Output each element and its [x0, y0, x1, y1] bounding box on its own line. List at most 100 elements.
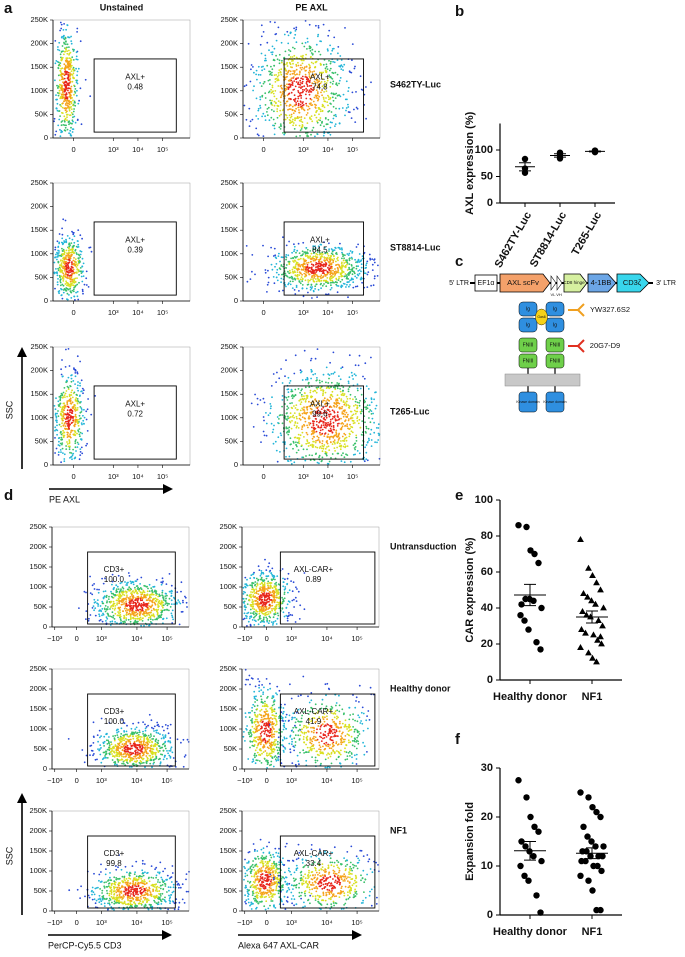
event-dot [330, 270, 332, 273]
event-dot [282, 236, 284, 239]
event-dot [317, 264, 320, 267]
event-dot [317, 436, 320, 439]
event-dot [323, 279, 326, 282]
event-dot [66, 43, 69, 46]
event-dot [72, 417, 74, 419]
event-dot [305, 90, 308, 93]
event-dot [328, 264, 330, 267]
event-dot [326, 101, 329, 103]
event-dot [70, 122, 72, 125]
event-dot [263, 81, 266, 83]
event-dot [134, 597, 137, 600]
event-dot [314, 285, 317, 288]
event-dot [246, 594, 249, 597]
event-dot [321, 72, 323, 75]
event-dot [315, 452, 317, 455]
event-dot [133, 591, 136, 594]
event-dot [137, 599, 139, 601]
event-dot [290, 113, 293, 116]
event-dot [355, 277, 358, 279]
event-dot [301, 388, 303, 390]
event-dot [302, 409, 304, 411]
event-dot [332, 426, 335, 428]
event-dot [70, 85, 73, 88]
event-dot [147, 587, 149, 590]
event-dot [332, 80, 335, 83]
event-dot [329, 396, 332, 399]
event-dot [314, 245, 316, 248]
event-dot [104, 610, 107, 613]
event-dot [288, 272, 291, 275]
event-dot [83, 416, 86, 419]
event-dot [278, 114, 281, 117]
event-dot [309, 411, 312, 414]
event-dot [62, 265, 65, 268]
event-dot [58, 266, 61, 269]
event-dot [356, 450, 359, 452]
event-dot [70, 282, 72, 285]
event-dot [306, 85, 309, 88]
event-dot [271, 68, 274, 71]
event-dot [321, 442, 324, 445]
event-dot [54, 62, 57, 65]
event-dot [102, 613, 105, 616]
event-dot [69, 114, 72, 117]
event-dot [301, 91, 304, 94]
event-dot [73, 115, 76, 118]
event-dot [267, 276, 270, 279]
event-dot [301, 82, 304, 85]
event-dot [315, 257, 318, 259]
event-dot [157, 605, 160, 607]
event-dot [63, 107, 66, 110]
event-dot [339, 442, 341, 445]
event-dot [112, 614, 115, 617]
event-dot [161, 591, 164, 594]
event-dot [55, 268, 57, 270]
event-dot [308, 422, 310, 424]
event-dot [181, 610, 184, 613]
event-dot [342, 390, 344, 392]
event-dot [314, 288, 316, 290]
event-dot [273, 95, 276, 98]
event-dot [58, 110, 60, 112]
event-dot [312, 53, 314, 55]
event-dot [143, 584, 146, 587]
event-dot [62, 87, 65, 90]
event-dot [285, 114, 288, 117]
event-dot [79, 406, 82, 408]
event-dot [295, 444, 298, 447]
event-dot [57, 64, 60, 67]
event-dot [305, 287, 308, 290]
event-dot [303, 395, 305, 397]
event-dot [136, 615, 139, 618]
event-dot [317, 267, 320, 269]
event-dot [332, 72, 335, 75]
event-dot [185, 601, 188, 604]
event-dot [74, 404, 76, 407]
event-dot [330, 457, 332, 459]
event-dot [152, 586, 155, 588]
event-dot [66, 50, 69, 52]
event-dot [71, 458, 73, 461]
event-dot [161, 589, 164, 592]
event-dot [360, 266, 363, 269]
event-dot [104, 608, 106, 611]
event-dot [290, 390, 293, 393]
event-dot [134, 588, 137, 591]
event-dot [70, 108, 73, 110]
event-dot [126, 594, 128, 597]
event-dot [289, 402, 291, 405]
event-dot [57, 246, 60, 249]
event-dot [110, 601, 113, 603]
event-dot [284, 272, 287, 275]
event-dot [294, 74, 297, 76]
event-dot [301, 412, 304, 415]
event-dot [316, 120, 318, 123]
event-dot [301, 124, 304, 127]
event-dot [333, 447, 336, 449]
event-dot [154, 602, 156, 605]
event-dot [65, 267, 68, 270]
event-dot [311, 71, 314, 73]
event-dot [69, 436, 72, 439]
event-dot [68, 109, 71, 112]
